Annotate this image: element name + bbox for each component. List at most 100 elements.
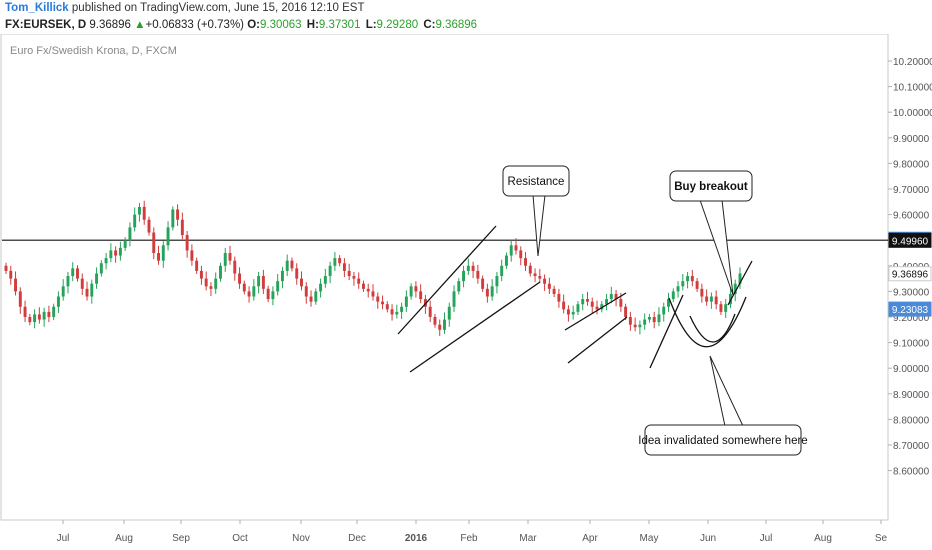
candle-body [304,286,308,297]
candle-body [652,317,656,323]
low-value: 9.29280 [376,19,419,31]
breakout-trendline[interactable] [727,260,753,306]
candle-body [261,276,265,289]
candle-body [438,324,442,330]
candle-body [514,245,518,251]
trendline-drawings[interactable] [397,225,753,373]
candle-body [128,227,132,241]
candle-body [481,278,485,289]
candle-body [147,219,151,233]
channel-upper-trendline[interactable] [564,292,627,331]
candle-body [562,301,566,310]
x-tick-label: Jun [700,533,716,544]
cup-arc-outer[interactable] [668,296,747,348]
candle-body [328,265,332,277]
candle-body [271,291,275,300]
buy-breakout-callout-box[interactable] [669,170,753,202]
buy-breakout-callout-text: Buy breakout [674,181,748,193]
candle-body [152,232,156,253]
rising-trendline[interactable] [649,294,684,369]
candle-body [137,206,141,215]
candle-body [466,265,470,271]
price-badge-box [888,266,932,282]
candle-body [47,311,51,317]
candle-body [662,306,666,315]
candle-body [500,265,504,277]
candle-body [647,317,651,320]
candle-body [99,263,103,274]
candle-body [571,311,575,315]
open-label: O: [247,19,260,31]
candle-body [385,304,389,310]
wedge-upper-trendline[interactable] [397,225,497,335]
resistance-callout-box[interactable] [502,165,570,197]
candle-body [519,250,523,259]
candle-body [471,265,475,271]
candle-body [314,291,318,302]
candle-body [366,288,370,292]
candle-body [733,283,737,294]
candle-body [252,286,256,297]
candle-body [676,286,680,292]
candlestick-chart[interactable]: Euro Fx/Swedish Krona, D, FXCM 10.20000 1… [0,34,932,550]
invalidation-callout-box[interactable] [644,424,802,456]
author-link[interactable]: Tom_Killick [5,2,69,14]
candle-body [185,235,189,251]
channel-lower-trendline[interactable] [567,316,628,364]
candle-body [52,306,56,317]
candle-body [590,301,594,307]
candle-body [690,276,694,282]
x-tick-label: Feb [460,533,478,544]
candle-body [381,301,385,305]
y-tick-label: 10.10000 [893,83,932,94]
candle-body [490,286,494,297]
x-axis[interactable]: Jul Aug Sep Oct Nov Dec 2016 Feb Mar Apr May Jun Jul… [57,520,888,544]
candle-body [400,306,404,312]
candle-body [118,247,122,256]
candle-body [738,273,742,284]
candle-body [543,278,547,284]
resistance-callout-pointer [532,194,546,257]
candle-body [705,296,709,302]
candle-body [142,206,146,220]
callout-annotations[interactable]: Resistance Buy breakout Idea invalidated s… [502,165,808,456]
buy-breakout-callout-pointer [699,199,734,296]
low-label: L: [365,19,377,31]
candle-body [42,311,46,320]
candle-body [624,306,628,317]
cup-arc-inner[interactable] [689,313,736,343]
high-value: 9.37301 [318,19,361,31]
candle-body [724,304,728,312]
candle-body [709,296,713,302]
y-tick-label: 8.80000 [893,415,930,426]
candle-body [447,306,451,320]
candle-body [323,276,327,284]
candle-body [266,288,270,300]
y-tick-label: 10.00000 [893,108,932,119]
candle-body [504,255,508,266]
x-tick-label: Mar [519,533,537,544]
open-value: 9.30063 [259,19,302,31]
chart-area[interactable]: Euro Fx/Swedish Krona, D, FXCM 10.20000 1… [0,34,932,550]
candle-body [538,276,542,279]
candle-body [28,317,32,323]
high-label: H: [306,19,319,31]
x-tick-label: Oct [232,533,248,544]
candle-body [342,263,346,271]
ticker-symbol[interactable]: FX:EURSEK, D [5,19,87,31]
wedge-lower-trendline[interactable] [409,281,541,373]
x-tick-label: Dec [348,533,366,544]
candle-body [695,281,699,289]
candle-body [71,268,75,277]
candle-body [223,253,227,266]
candle-body [190,250,194,261]
price-badge-text: 9.23083 [892,305,929,316]
candle-body [357,278,361,284]
x-tick-label: Jul [57,533,70,544]
candle-body [4,265,8,271]
candle-body [300,278,303,287]
candle-body [242,283,246,292]
candle-body [700,288,704,297]
candle-body [133,214,137,228]
y-tick-label: 10.20000 [893,57,932,68]
